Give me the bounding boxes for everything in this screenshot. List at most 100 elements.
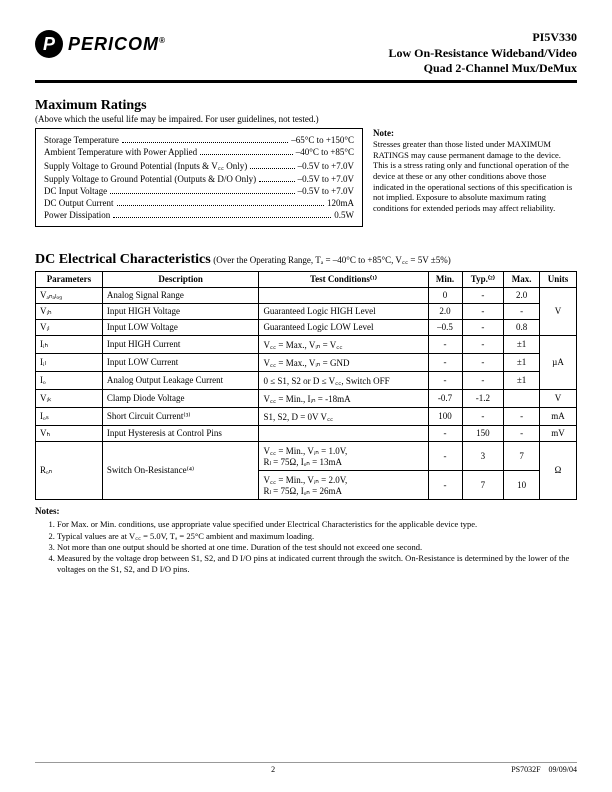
logo-icon: P [35,30,63,58]
table-cell: Vᵢₗ [36,319,103,335]
max-ratings-title: Maximum Ratings [35,98,147,113]
table-cell: Analog Output Leakage Current [102,371,259,389]
leader-dots [110,193,294,194]
table-cell: - [428,470,462,499]
table-cell: ±1 [504,371,540,389]
table-cell: Iₒ [36,371,103,389]
table-cell: V꜀꜀ = Min., Vᵢₙ = 2.0V, Rₗ = 75Ω, Iₒₙ = … [259,470,428,499]
table-cell: Iᵢₗ [36,353,103,371]
table-cell: 2.0 [428,303,462,319]
note-label: Note: [373,128,394,138]
doc-date: 09/09/04 [549,765,577,774]
table-cell: Input HIGH Current [102,335,259,353]
ratings-box: Storage Temperature–65°C to +150°CAmbien… [35,128,363,227]
doc-number: PS7032F [511,765,540,774]
table-cell [259,425,428,441]
table-cell: V꜀꜀ = Max., Vᵢₙ = V꜀꜀ [259,335,428,353]
table-cell: Vᵢₖ [36,389,103,407]
table-cell: -0.7 [428,389,462,407]
units-cell: Ω [540,441,577,499]
table-cell: ±1 [504,335,540,353]
note-text: Stresses greater than those listed under… [373,139,572,213]
company-logo: P PERICOM® [35,30,166,58]
table-cell: Iᵢₕ [36,335,103,353]
table-header: Max. [504,271,540,287]
rating-value: –0.5V to +7.0V [298,174,354,184]
subtitle-2: Quad 2-Channel Mux/DeMux [389,61,577,77]
table-header: Parameters [36,271,103,287]
ratings-note: Note: Stresses greater than those listed… [373,128,577,227]
leader-dots [113,217,331,218]
table-header: Test Conditions⁽¹⁾ [259,271,428,287]
table-cell: Rₒₙ [36,441,103,499]
rating-row: Supply Voltage to Ground Potential (Inpu… [44,159,354,172]
notes-section: Notes: For Max. or Min. conditions, use … [35,506,577,575]
table-cell: –0.5 [428,319,462,335]
rating-label: Ambient Temperature with Power Applied [44,147,197,157]
max-ratings-section: Maximum Ratings (Above which the useful … [35,98,577,227]
table-row: RₒₙSwitch On-Resistance⁽⁴⁾V꜀꜀ = Min., Vᵢ… [36,441,577,470]
table-row: IᵢₕInput HIGH CurrentV꜀꜀ = Max., Vᵢₙ = V… [36,335,577,353]
table-cell: Input LOW Voltage [102,319,259,335]
company-name: PERICOM® [68,34,166,55]
table-cell [259,287,428,303]
table-cell: 150 [462,425,504,441]
table-cell [504,389,540,407]
rating-row: Ambient Temperature with Power Applied–4… [44,147,354,157]
table-cell: - [504,425,540,441]
units-cell: µA [540,335,577,389]
table-cell: - [504,303,540,319]
rating-row: Power Dissipation 0.5W [44,210,354,220]
notes-title: Notes: [35,506,60,516]
page-footer: 2 PS7032F 09/09/04 [35,762,577,774]
table-cell: - [428,441,462,470]
rating-label: Supply Voltage to Ground Potential (Inpu… [44,159,247,172]
table-cell: Analog Signal Range [102,287,259,303]
table-row: IₒₛShort Circuit Current⁽³⁾S1, S2, D = 0… [36,407,577,425]
leader-dots [117,205,325,206]
table-header: Min. [428,271,462,287]
table-header: Description [102,271,259,287]
table-cell: 0 [428,287,462,303]
note-item: Typical values are at V꜀꜀ = 5.0V, Tₐ = 2… [57,531,577,542]
table-cell: 7 [504,441,540,470]
leader-dots [200,154,293,155]
table-row: Vₐₙₐₗₒ₉Analog Signal Range0-2.0V [36,287,577,303]
table-cell: V꜀꜀ = Max., Vᵢₙ = GND [259,353,428,371]
rating-value: 120mA [327,198,354,208]
note-item: Measured by the voltage drop between S1,… [57,553,577,575]
table-cell: - [462,287,504,303]
rating-row: DC Output Current 120mA [44,198,354,208]
table-cell: 2.0 [504,287,540,303]
table-cell: Clamp Diode Voltage [102,389,259,407]
table-cell: - [462,319,504,335]
page-header: P PERICOM® PI5V330 Low On-Resistance Wid… [35,30,577,83]
table-cell: - [428,425,462,441]
table-cell: 10 [504,470,540,499]
rating-label: Storage Temperature [44,135,119,145]
rating-row: Supply Voltage to Ground Potential (Outp… [44,174,354,184]
table-cell: 100 [428,407,462,425]
table-cell: - [428,335,462,353]
rating-label: Supply Voltage to Ground Potential (Outp… [44,174,256,184]
dc-table: ParametersDescriptionTest Conditions⁽¹⁾M… [35,271,577,500]
table-row: VᵢₕInput HIGH VoltageGuaranteed Logic HI… [36,303,577,319]
table-row: IᵢₗInput LOW CurrentV꜀꜀ = Max., Vᵢₙ = GN… [36,353,577,371]
max-ratings-subtitle: (Above which the useful life may be impa… [35,114,319,124]
rating-value: 0.5W [334,210,354,220]
rating-label: Power Dissipation [44,210,110,220]
table-cell: - [462,407,504,425]
table-cell: Input Hysteresis at Control Pins [102,425,259,441]
table-header: Typ.⁽²⁾ [462,271,504,287]
table-cell: 0.8 [504,319,540,335]
rating-value: –0.5V to +7.0V [298,161,354,171]
table-cell: - [504,407,540,425]
units-cell: mA [540,407,577,425]
dc-header-row: ParametersDescriptionTest Conditions⁽¹⁾M… [36,271,577,287]
dc-subtitle: (Over the Operating Range, Tₐ = –40°C to… [213,255,451,265]
notes-list: For Max. or Min. conditions, use appropr… [35,519,577,574]
rating-label: DC Output Current [44,198,114,208]
table-cell: -1.2 [462,389,504,407]
table-cell: Input HIGH Voltage [102,303,259,319]
table-cell: Guaranteed Logic LOW Level [259,319,428,335]
